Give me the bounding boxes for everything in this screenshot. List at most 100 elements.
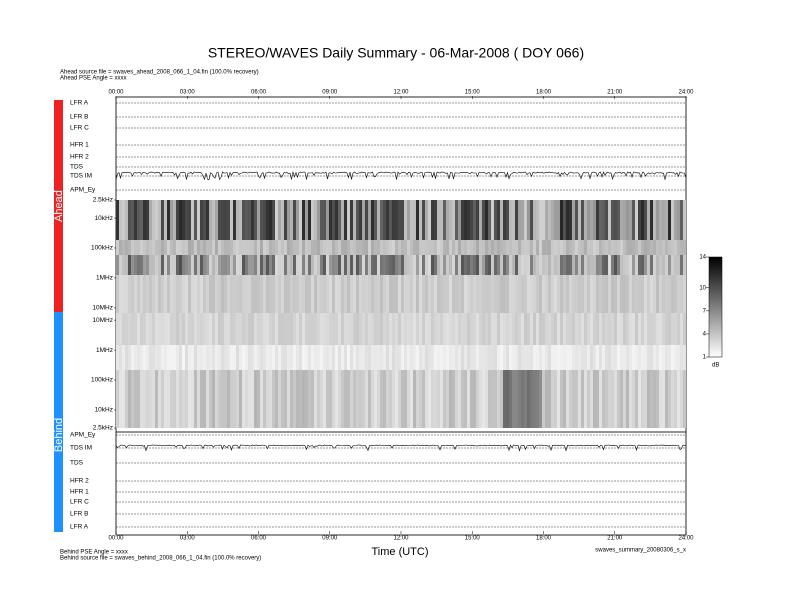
spectrogram-cell: [185, 275, 188, 313]
spectrogram-cell: [161, 255, 164, 275]
spectrogram-cell: [434, 200, 437, 240]
spectrogram-cell: [347, 313, 350, 345]
spectrogram-cell: [656, 370, 659, 428]
spectrogram-cell: [227, 255, 230, 275]
spectrogram-cell: [434, 313, 437, 345]
spectrogram-cell: [206, 275, 209, 313]
spectrogram-cell: [233, 313, 236, 345]
spectrogram-cell: [611, 370, 614, 428]
spectrogram-cell: [467, 345, 470, 370]
spectrogram-cell: [275, 370, 278, 428]
spectrogram-cell: [608, 240, 611, 255]
spectrogram-cell: [302, 370, 305, 428]
spectrogram-cell: [659, 275, 662, 313]
spectrogram-cell: [293, 370, 296, 428]
spectrogram-cell: [314, 240, 317, 255]
spectrogram-cell: [185, 370, 188, 428]
spectrogram-cell: [404, 255, 407, 275]
spectrogram-cell: [272, 345, 275, 370]
spectrogram-cell: [629, 345, 632, 370]
spectrogram-cell: [428, 313, 431, 345]
spectrogram-cell: [395, 370, 398, 428]
spectrogram-cell: [332, 313, 335, 345]
spectrogram-cell: [575, 313, 578, 345]
spectrogram-cell: [197, 345, 200, 370]
spectrogram-cell: [476, 200, 479, 240]
spectrogram-cell: [356, 255, 359, 275]
spectrogram-cell: [521, 345, 524, 370]
spectrogram-cell: [257, 345, 260, 370]
spectrogram-cell: [131, 200, 134, 240]
spectrogram-cell: [653, 240, 656, 255]
spectrogram-cell: [479, 275, 482, 313]
trace: [115, 444, 686, 452]
x-tick-label: 18:00: [536, 90, 552, 96]
spectrogram-cell: [311, 345, 314, 370]
spectrogram-cell: [584, 275, 587, 313]
spectrogram-cell: [401, 240, 404, 255]
x-tick-label: 06:00: [251, 536, 267, 542]
spectrogram-cell: [482, 275, 485, 313]
spectrogram-cell: [551, 240, 554, 255]
spectrogram-cell: [329, 275, 332, 313]
spectrogram-cell: [473, 275, 476, 313]
spectrogram-cell: [572, 200, 575, 240]
spectrogram-cell: [158, 313, 161, 345]
spectrogram-cell: [497, 200, 500, 240]
spectrogram-cell: [404, 370, 407, 428]
spectrogram-cell: [611, 240, 614, 255]
frame: [115, 431, 687, 536]
spectrogram-cell: [269, 313, 272, 345]
spectrogram-cell: [416, 200, 419, 240]
spectrogram-cell: [365, 313, 368, 345]
spectrogram-cell: [137, 200, 140, 240]
spectrogram-cell: [632, 345, 635, 370]
x-tick-label: 03:00: [180, 536, 196, 542]
spectrogram-cell: [335, 200, 338, 240]
spectrogram-cell: [371, 345, 374, 370]
spectrogram-cell: [221, 240, 224, 255]
spectrogram-cell: [200, 240, 203, 255]
spectrogram-cell: [218, 313, 221, 345]
spectrogram-cell: [548, 370, 551, 428]
spectrogram-cell: [362, 313, 365, 345]
spectrogram-cell: [617, 345, 620, 370]
spectrogram-cell: [242, 275, 245, 313]
spectrogram-cell: [506, 345, 509, 370]
spectrogram-cell: [515, 275, 518, 313]
spectrogram-cell: [482, 313, 485, 345]
spectrogram-cell: [518, 240, 521, 255]
spectrogram-cell: [266, 313, 269, 345]
spectrogram-cell: [431, 370, 434, 428]
spectrogram-cell: [332, 240, 335, 255]
spectrogram-cell: [629, 275, 632, 313]
spectrogram-cell: [299, 313, 302, 345]
spectrogram-cell: [185, 313, 188, 345]
spectrogram-cell: [239, 345, 242, 370]
spectrogram-cell: [590, 255, 593, 275]
freq-tick-label: 10kHz: [95, 215, 113, 222]
spectrogram-cell: [278, 255, 281, 275]
spectrogram-cell: [599, 255, 602, 275]
spectrogram-cell: [626, 345, 629, 370]
spectrogram-cell: [479, 255, 482, 275]
spectrogram-cell: [323, 345, 326, 370]
spectrogram-cell: [128, 370, 131, 428]
spectrogram-cell: [632, 370, 635, 428]
x-tick-label: 24:00: [678, 536, 694, 542]
spectrogram-cell: [260, 370, 263, 428]
spectrogram-cell: [536, 345, 539, 370]
spectrogram-cell: [398, 255, 401, 275]
spectrogram-cell: [671, 345, 674, 370]
spectrogram-cell: [536, 255, 539, 275]
spectrogram-cell: [215, 275, 218, 313]
spectrogram-cell: [176, 345, 179, 370]
spectrogram-cell: [602, 275, 605, 313]
spectrogram-cell: [518, 255, 521, 275]
spectrogram-cell: [122, 240, 125, 255]
spectrogram-cell: [509, 255, 512, 275]
spectrogram-cell: [197, 240, 200, 255]
spectrogram-cell: [422, 240, 425, 255]
spectrogram-cell: [389, 313, 392, 345]
spectrogram-cell: [425, 345, 428, 370]
